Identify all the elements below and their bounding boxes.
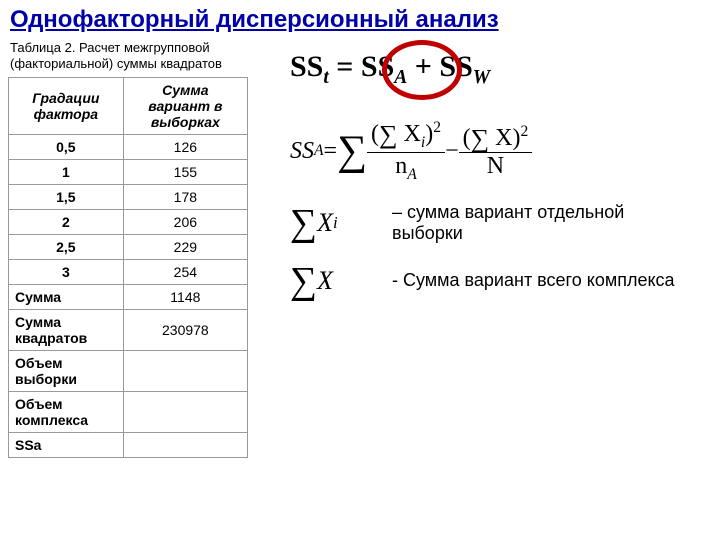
formula-main: SSt = SSA + SSW (290, 50, 710, 89)
formula-ssa: SSA = ∑ (∑ Xi)2 nA − (∑ X)2 N (290, 119, 710, 184)
data-table: Градации фактора Сумма вариант в выборка… (8, 77, 248, 458)
note2-text: - Сумма вариант всего комплекса (392, 270, 675, 291)
page-title: Однофакторный дисперсионный анализ (0, 0, 720, 38)
table-row: 1155 (9, 160, 248, 185)
table-row: 3254 (9, 260, 248, 285)
fraction2: (∑ X)2 N (459, 123, 533, 180)
caption-line2: (факториальной) суммы квадратов (10, 56, 222, 71)
right-column: SSt = SSA + SSW SSA = ∑ (∑ Xi)2 nA − (∑ … (290, 50, 710, 300)
note1: ∑ Xi – сумма вариант отдельной выборки (290, 202, 710, 244)
table-caption: Таблица 2. Расчет межгрупповой (факториа… (0, 38, 260, 77)
note2: ∑ X - Сумма вариант всего комплекса (290, 262, 710, 300)
sigma-icon: ∑ (379, 122, 398, 148)
sigma-icon: ∑ (290, 262, 317, 300)
table-header-row: Градации фактора Сумма вариант в выборка… (9, 78, 248, 135)
table-row: 2206 (9, 210, 248, 235)
col2-header: Сумма вариант в выборках (123, 78, 247, 135)
table-sum-row: Сумма1148 (9, 285, 248, 310)
table-vol-row: Объем выборки (9, 351, 248, 392)
table-volk-row: Объем комплекса (9, 392, 248, 433)
table-ssa-row: SSa (9, 433, 248, 458)
fraction1: (∑ Xi)2 nA (367, 119, 445, 184)
sigma-icon: ∑ (337, 130, 367, 172)
table-sumsq-row: Сумма квадратов230978 (9, 310, 248, 351)
caption-line1: Таблица 2. Расчет межгрупповой (10, 40, 210, 55)
highlight-circle-icon (382, 40, 462, 100)
left-column: Таблица 2. Расчет межгрупповой (факториа… (0, 38, 260, 458)
sigma-icon: ∑ (290, 204, 317, 242)
col1-header: Градации фактора (9, 78, 124, 135)
table-row: 1,5178 (9, 185, 248, 210)
table-row: 0,5126 (9, 135, 248, 160)
table-row: 2,5229 (9, 235, 248, 260)
note1-text: – сумма вариант отдельной выборки (392, 202, 692, 244)
sigma-icon: ∑ (471, 126, 490, 152)
